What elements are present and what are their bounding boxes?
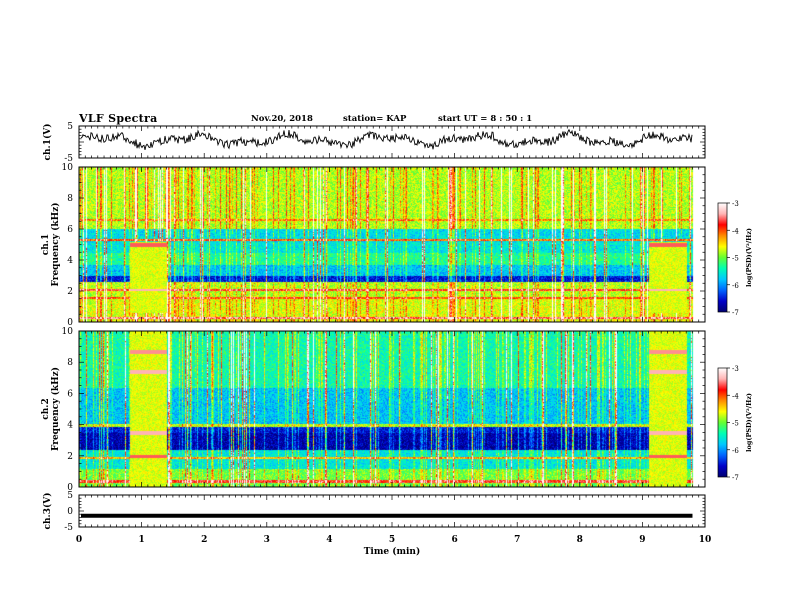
x-tick-label: 2 bbox=[201, 535, 207, 545]
colorbar-tick-label: -6 bbox=[732, 447, 739, 455]
x-tick-label: 9 bbox=[639, 535, 645, 545]
colorbar-tick-label: -6 bbox=[732, 282, 739, 290]
y-axis-label: ch.1(V) bbox=[42, 124, 53, 161]
y-tick-label: 5 bbox=[67, 122, 73, 132]
colorbar-tick-label: -3 bbox=[732, 200, 739, 208]
y-tick-label: 6 bbox=[67, 389, 73, 399]
y-axis-label: ch.2 bbox=[41, 398, 51, 419]
y-tick-label: 4 bbox=[67, 421, 73, 431]
y-tick-label: 5 bbox=[67, 491, 73, 501]
colorbar-tick-label: -3 bbox=[732, 365, 739, 373]
ch1-trace bbox=[80, 128, 693, 151]
y-axis-label: ch.1 bbox=[41, 234, 51, 255]
ch1-spectrogram-image bbox=[79, 167, 705, 322]
y-tick-label: -5 bbox=[64, 154, 73, 164]
station-label: station= KAP bbox=[343, 114, 407, 124]
y-tick-label: -5 bbox=[64, 523, 73, 533]
x-axis-label: Time (min) bbox=[364, 546, 421, 557]
colorbars: -3 -4 -5 -6 -7 log(PSD)(V²/Hz) -3 -4 -5 -6 -7 log(P… bbox=[717, 200, 753, 482]
start-ut-label: start UT = 8 : 50 : 1 bbox=[438, 114, 533, 124]
chart-title: VLF Spectra bbox=[79, 112, 158, 125]
colorbar-tick-label: -7 bbox=[732, 474, 739, 482]
date-label: Nov.20, 2018 bbox=[251, 114, 313, 124]
colorbar-label: log(PSD)(V²/Hz) bbox=[745, 228, 753, 287]
colorbar-tick-label: -4 bbox=[732, 227, 739, 235]
colorbar-2 bbox=[717, 367, 728, 478]
x-tick-label: 4 bbox=[326, 535, 332, 545]
axis-ticks bbox=[78, 125, 706, 528]
y-tick-label: 10 bbox=[62, 163, 74, 173]
x-tick-label: 10 bbox=[699, 535, 712, 545]
x-tick-label: 3 bbox=[264, 535, 270, 545]
colorbar-tick-label: -4 bbox=[732, 392, 739, 400]
y-tick-label: 0 bbox=[67, 507, 73, 517]
y-tick-label: 4 bbox=[67, 256, 73, 266]
colorbar-tick-label: -7 bbox=[732, 309, 739, 317]
y-tick-label: 2 bbox=[67, 452, 73, 462]
colorbar-label: log(PSD)(V²/Hz) bbox=[745, 393, 753, 452]
y-axis-label: Frequency (kHz) bbox=[50, 202, 61, 286]
y-tick-label: 8 bbox=[67, 358, 73, 368]
colorbar-tick-label: -5 bbox=[732, 420, 739, 428]
x-tick-label: 0 bbox=[76, 535, 82, 545]
colorbar-tick-label: -5 bbox=[732, 255, 739, 263]
x-tick-label: 1 bbox=[138, 535, 144, 545]
colorbar-1 bbox=[717, 202, 728, 313]
ch2-spectrogram-image bbox=[79, 331, 705, 487]
y-tick-label: 6 bbox=[67, 225, 73, 235]
waveform-traces bbox=[80, 128, 693, 518]
y-axis-label: Frequency (kHz) bbox=[50, 367, 61, 451]
y-tick-label: 10 bbox=[62, 327, 74, 337]
x-tick-label: 5 bbox=[389, 535, 395, 545]
y-tick-label: 2 bbox=[67, 287, 73, 297]
spectrogram-images bbox=[79, 167, 705, 487]
x-tick-label: 6 bbox=[451, 535, 457, 545]
y-tick-label: 0 bbox=[67, 318, 73, 328]
y-axis-label: ch.3(V) bbox=[42, 493, 53, 530]
x-tick-label: 7 bbox=[514, 535, 520, 545]
y-tick-label: 0 bbox=[67, 483, 73, 493]
x-tick-label: 8 bbox=[577, 535, 583, 545]
y-tick-label: 8 bbox=[67, 194, 73, 204]
